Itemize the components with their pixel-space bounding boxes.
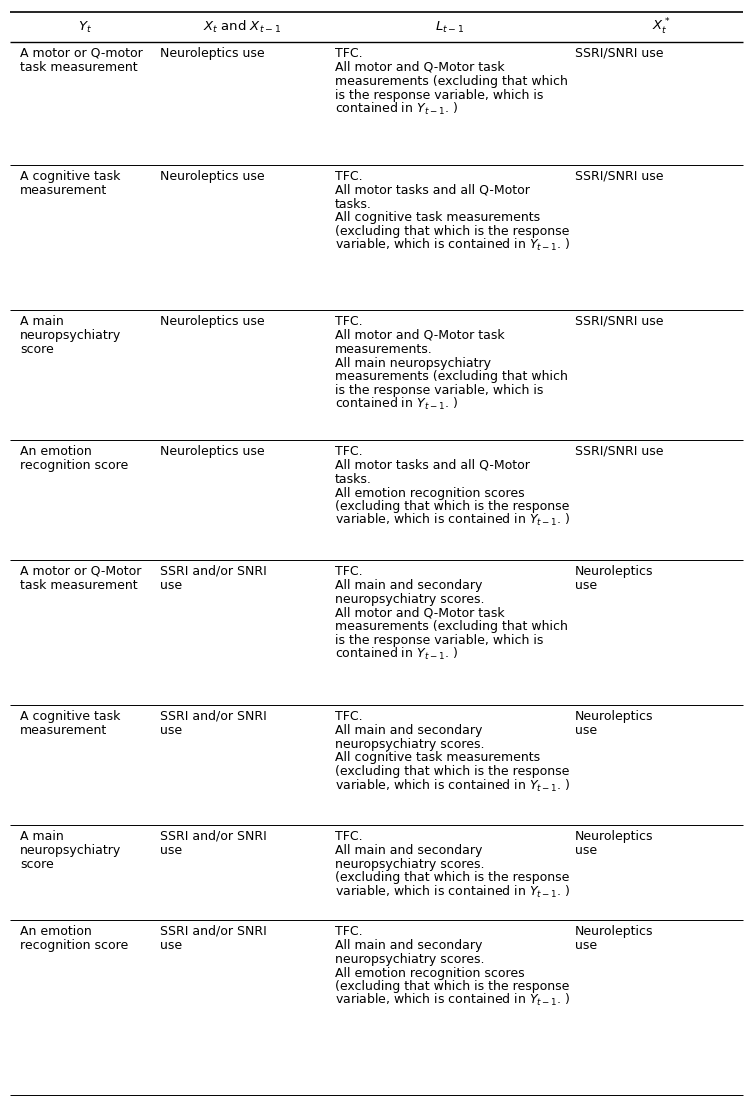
Text: (excluding that which is the response: (excluding that which is the response (335, 500, 569, 513)
Text: All emotion recognition scores: All emotion recognition scores (335, 487, 525, 499)
Text: variable, which is contained in $Y_{t-1}$. ): variable, which is contained in $Y_{t-1}… (335, 237, 571, 254)
Text: (excluding that which is the response: (excluding that which is the response (335, 871, 569, 884)
Text: variable, which is contained in $Y_{t-1}$. ): variable, which is contained in $Y_{t-1}… (335, 512, 571, 529)
Text: SSRI/SNRI use: SSRI/SNRI use (575, 170, 663, 182)
Text: TFC.: TFC. (335, 46, 363, 60)
Text: score: score (20, 858, 53, 871)
Text: $X_t^*$: $X_t^*$ (652, 17, 671, 38)
Text: tasks.: tasks. (335, 473, 372, 486)
Text: task measurement: task measurement (20, 578, 138, 592)
Text: An emotion: An emotion (20, 445, 92, 458)
Text: recognition score: recognition score (20, 938, 128, 952)
Text: A motor or Q-Motor: A motor or Q-Motor (20, 564, 142, 577)
Text: Neuroleptics use: Neuroleptics use (160, 170, 264, 182)
Text: All main and secondary: All main and secondary (335, 578, 483, 592)
Text: Neuroleptics use: Neuroleptics use (160, 445, 264, 458)
Text: TFC.: TFC. (335, 925, 363, 937)
Text: neuropsychiatry scores.: neuropsychiatry scores. (335, 953, 484, 966)
Text: All motor and Q-Motor task: All motor and Q-Motor task (335, 606, 505, 619)
Text: neuropsychiatry scores.: neuropsychiatry scores. (335, 858, 484, 871)
Text: use: use (575, 938, 597, 952)
Text: measurement: measurement (20, 183, 107, 197)
Text: is the response variable, which is: is the response variable, which is (335, 635, 544, 647)
Text: $X_t$ and $X_{t-1}$: $X_t$ and $X_{t-1}$ (203, 19, 282, 35)
Text: measurements (excluding that which: measurements (excluding that which (335, 371, 568, 383)
Text: neuropsychiatry: neuropsychiatry (20, 843, 121, 857)
Text: SSRI/SNRI use: SSRI/SNRI use (575, 315, 663, 328)
Text: TFC.: TFC. (335, 445, 363, 458)
Text: use: use (575, 578, 597, 592)
Text: (excluding that which is the response: (excluding that which is the response (335, 765, 569, 778)
Text: Neuroleptics: Neuroleptics (575, 925, 654, 937)
Text: measurements (excluding that which: measurements (excluding that which (335, 620, 568, 634)
Text: neuropsychiatry scores.: neuropsychiatry scores. (335, 593, 484, 606)
Text: An emotion: An emotion (20, 925, 92, 937)
Text: All cognitive task measurements: All cognitive task measurements (335, 752, 540, 764)
Text: Neuroleptics use: Neuroleptics use (160, 46, 264, 60)
Text: use: use (160, 938, 182, 952)
Text: SSRI and/or SNRI: SSRI and/or SNRI (160, 564, 267, 577)
Text: All motor and Q-Motor task: All motor and Q-Motor task (335, 329, 505, 341)
Text: A cognitive task: A cognitive task (20, 710, 120, 723)
Text: use: use (575, 723, 597, 736)
Text: All cognitive task measurements: All cognitive task measurements (335, 212, 540, 224)
Text: TFC.: TFC. (335, 710, 363, 723)
Text: A motor or Q-motor: A motor or Q-motor (20, 46, 143, 60)
Text: contained in $Y_{t-1}$. ): contained in $Y_{t-1}$. ) (335, 646, 458, 662)
Text: SSRI/SNRI use: SSRI/SNRI use (575, 46, 663, 60)
Text: variable, which is contained in $Y_{t-1}$. ): variable, which is contained in $Y_{t-1}… (335, 777, 571, 794)
Text: contained in $Y_{t-1}$. ): contained in $Y_{t-1}$. ) (335, 100, 458, 117)
Text: variable, which is contained in $Y_{t-1}$. ): variable, which is contained in $Y_{t-1}… (335, 992, 571, 1008)
Text: All main neuropsychiatry: All main neuropsychiatry (335, 357, 491, 370)
Text: All emotion recognition scores: All emotion recognition scores (335, 966, 525, 979)
Text: TFC.: TFC. (335, 829, 363, 842)
Text: tasks.: tasks. (335, 198, 372, 211)
Text: use: use (160, 843, 182, 857)
Text: A main: A main (20, 829, 64, 842)
Text: Neuroleptics use: Neuroleptics use (160, 315, 264, 328)
Text: contained in $Y_{t-1}$. ): contained in $Y_{t-1}$. ) (335, 396, 458, 413)
Text: A cognitive task: A cognitive task (20, 170, 120, 182)
Text: A main: A main (20, 315, 64, 328)
Text: (excluding that which is the response: (excluding that which is the response (335, 980, 569, 994)
Text: recognition score: recognition score (20, 458, 128, 471)
Text: $Y_t$: $Y_t$ (78, 20, 92, 34)
Text: (excluding that which is the response: (excluding that which is the response (335, 225, 569, 238)
Text: All motor tasks and all Q-Motor: All motor tasks and all Q-Motor (335, 183, 530, 197)
Text: All main and secondary: All main and secondary (335, 723, 483, 736)
Text: is the response variable, which is: is the response variable, which is (335, 384, 544, 397)
Text: All motor tasks and all Q-Motor: All motor tasks and all Q-Motor (335, 458, 530, 471)
Text: SSRI and/or SNRI: SSRI and/or SNRI (160, 925, 267, 937)
Text: use: use (160, 723, 182, 736)
Text: Neuroleptics: Neuroleptics (575, 829, 654, 842)
Text: TFC.: TFC. (335, 170, 363, 182)
Text: SSRI/SNRI use: SSRI/SNRI use (575, 445, 663, 458)
Text: variable, which is contained in $Y_{t-1}$. ): variable, which is contained in $Y_{t-1}… (335, 883, 571, 900)
Text: All motor and Q-Motor task: All motor and Q-Motor task (335, 61, 505, 74)
Text: use: use (575, 843, 597, 857)
Text: neuropsychiatry: neuropsychiatry (20, 329, 121, 341)
Text: Neuroleptics: Neuroleptics (575, 710, 654, 723)
Text: task measurement: task measurement (20, 61, 138, 74)
Text: is the response variable, which is: is the response variable, which is (335, 88, 544, 102)
Text: use: use (160, 578, 182, 592)
Text: measurements.: measurements. (335, 342, 433, 355)
Text: SSRI and/or SNRI: SSRI and/or SNRI (160, 710, 267, 723)
Text: All main and secondary: All main and secondary (335, 938, 483, 952)
Text: neuropsychiatry scores.: neuropsychiatry scores. (335, 737, 484, 751)
Text: measurement: measurement (20, 723, 107, 736)
Text: All main and secondary: All main and secondary (335, 843, 483, 857)
Text: SSRI and/or SNRI: SSRI and/or SNRI (160, 829, 267, 842)
Text: score: score (20, 342, 53, 355)
Text: $L_{t-1}$: $L_{t-1}$ (435, 20, 465, 34)
Text: measurements (excluding that which: measurements (excluding that which (335, 75, 568, 87)
Text: TFC.: TFC. (335, 315, 363, 328)
Text: Neuroleptics: Neuroleptics (575, 564, 654, 577)
Text: TFC.: TFC. (335, 564, 363, 577)
